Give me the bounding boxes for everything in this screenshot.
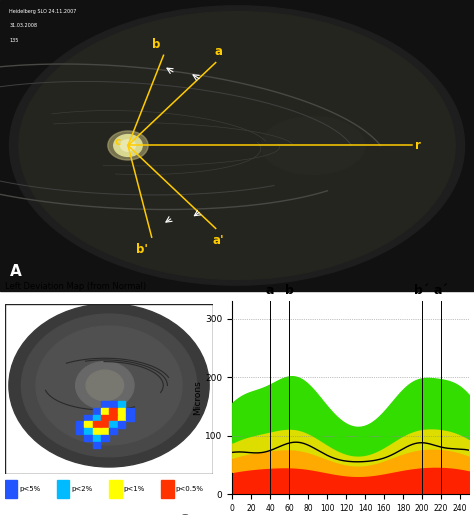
Ellipse shape: [114, 134, 142, 157]
Text: Heidelberg SLO 24.11.2007: Heidelberg SLO 24.11.2007: [9, 9, 77, 14]
Bar: [76, 428, 83, 434]
Ellipse shape: [261, 116, 365, 175]
Bar: [118, 401, 125, 407]
Bar: [93, 428, 100, 434]
Bar: [101, 435, 109, 441]
Bar: [101, 415, 109, 421]
Bar: [161, 480, 173, 498]
Bar: [109, 415, 117, 421]
Bar: [118, 415, 125, 421]
Text: b: b: [285, 284, 293, 298]
Y-axis label: Microns: Microns: [193, 381, 202, 415]
Bar: [93, 435, 100, 441]
Text: b': b': [136, 243, 148, 256]
Circle shape: [36, 326, 182, 445]
Bar: [101, 401, 109, 407]
Text: a: a: [214, 45, 222, 58]
Ellipse shape: [108, 131, 148, 160]
Bar: [109, 421, 117, 427]
Circle shape: [19, 12, 455, 279]
Bar: [5, 480, 17, 498]
Bar: [93, 421, 100, 427]
Text: Left Deviation Map (from Normal): Left Deviation Map (from Normal): [5, 282, 146, 291]
Text: b´: b´: [414, 284, 429, 298]
Bar: [109, 408, 117, 414]
Circle shape: [9, 304, 209, 467]
Text: b: b: [152, 38, 161, 51]
Bar: [101, 408, 109, 414]
Ellipse shape: [120, 140, 136, 151]
Bar: [118, 421, 125, 427]
Bar: [93, 415, 100, 421]
Bar: [118, 408, 125, 414]
Text: B: B: [9, 459, 18, 472]
Circle shape: [76, 362, 134, 409]
Text: a: a: [266, 284, 274, 298]
Text: p<5%: p<5%: [19, 486, 41, 492]
Text: p<2%: p<2%: [72, 486, 93, 492]
Text: A: A: [9, 264, 21, 280]
Bar: [57, 480, 69, 498]
Bar: [109, 428, 117, 434]
Bar: [109, 480, 121, 498]
Circle shape: [86, 370, 124, 401]
Bar: [84, 435, 92, 441]
Text: a´: a´: [433, 284, 448, 298]
Bar: [109, 401, 117, 407]
Text: 31.03.2008: 31.03.2008: [9, 23, 37, 28]
Bar: [93, 408, 100, 414]
Bar: [126, 408, 134, 414]
Bar: [84, 421, 92, 427]
Text: p<0.5%: p<0.5%: [176, 486, 204, 492]
Text: r: r: [415, 139, 420, 152]
Text: 135: 135: [9, 38, 19, 43]
Bar: [126, 415, 134, 421]
Bar: [101, 428, 109, 434]
Bar: [76, 421, 83, 427]
Bar: [93, 442, 100, 448]
Bar: [101, 421, 109, 427]
Text: c: c: [115, 137, 121, 147]
Bar: [84, 415, 92, 421]
Circle shape: [21, 314, 197, 457]
Text: p<1%: p<1%: [124, 486, 145, 492]
Text: a': a': [212, 234, 224, 247]
Circle shape: [9, 6, 465, 285]
Bar: [84, 428, 92, 434]
